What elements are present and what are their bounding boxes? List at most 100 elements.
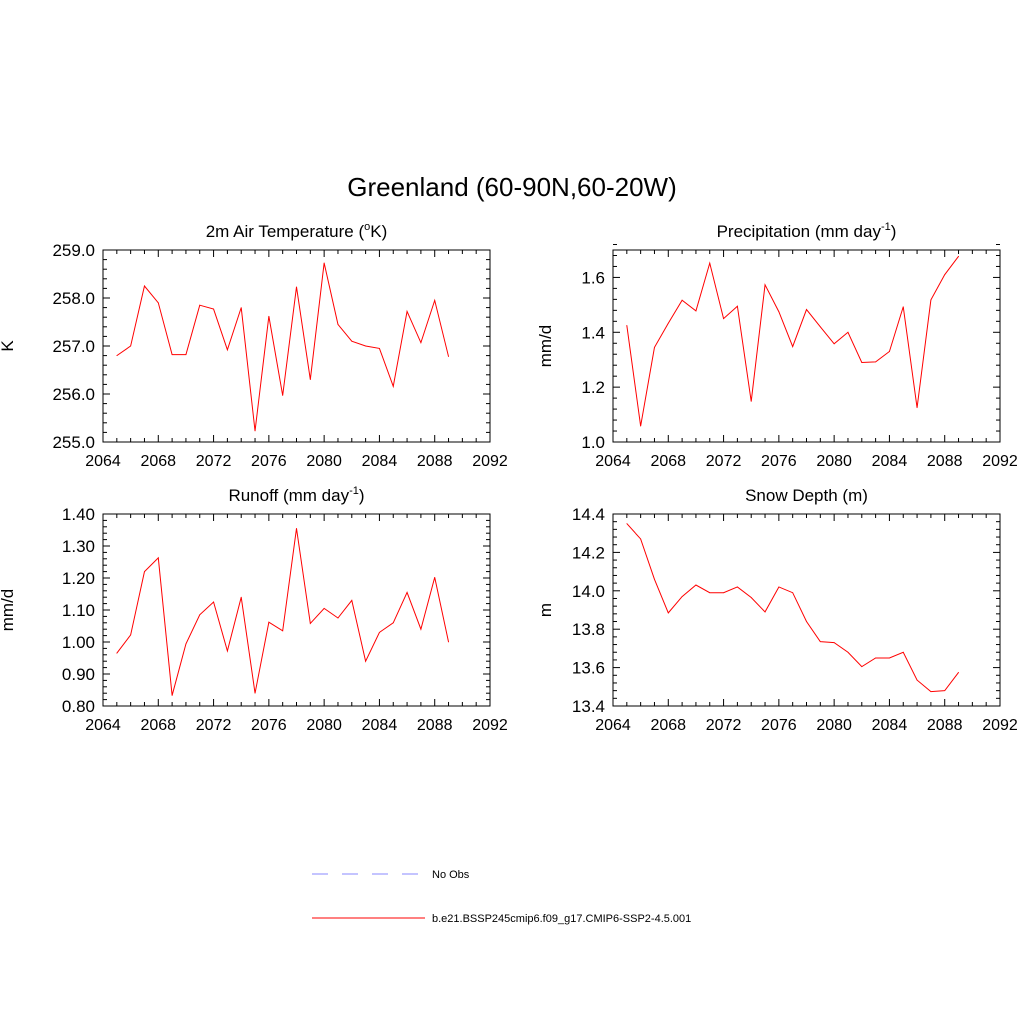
data-point xyxy=(365,345,367,347)
y-axis-label: mm/d xyxy=(536,325,555,368)
data-point xyxy=(916,679,918,681)
y-tick-label: 1.6 xyxy=(581,268,605,287)
series-line-1 xyxy=(626,256,959,427)
data-point xyxy=(695,584,697,586)
data-point xyxy=(406,592,408,593)
data-point xyxy=(185,354,187,356)
data-point xyxy=(434,300,436,301)
data-point xyxy=(213,308,214,310)
data-point xyxy=(695,310,697,312)
data-point xyxy=(351,340,353,342)
y-tick-label: 256.0 xyxy=(52,385,95,404)
x-tick-label: 2072 xyxy=(706,453,742,470)
x-tick-label: 2088 xyxy=(417,717,453,734)
data-point xyxy=(667,612,669,614)
data-point xyxy=(916,407,918,409)
data-point xyxy=(681,596,683,597)
panel-title-main: Runoff (mm day xyxy=(228,486,349,505)
x-tick-label: 2080 xyxy=(816,453,852,470)
data-point xyxy=(282,630,284,632)
data-point xyxy=(406,311,408,312)
data-point xyxy=(337,617,339,619)
data-point xyxy=(792,592,794,594)
legend-model-label: b.e21.BSSP245cmip6.f09_g17.CMIP6-SSP2-4.… xyxy=(432,913,691,925)
data-point xyxy=(268,315,270,317)
plot-frame xyxy=(102,249,491,443)
data-point xyxy=(213,601,214,603)
y-axis-label: m xyxy=(536,603,555,617)
y-tick-label: 255.0 xyxy=(52,433,95,452)
data-point xyxy=(667,322,669,324)
data-point xyxy=(268,621,270,623)
data-point xyxy=(116,652,118,654)
y-axis-label: K xyxy=(0,340,17,352)
data-point xyxy=(199,614,201,616)
chart-panel-2: 2064 2068 2072 2076 2080 2084 2088 2092 1.0 1.2 1.… xyxy=(536,221,1018,470)
x-tick-label: 2080 xyxy=(306,717,342,734)
data-point xyxy=(171,354,173,356)
x-tick-label: 2064 xyxy=(85,453,121,470)
data-point xyxy=(392,385,394,387)
data-point xyxy=(819,641,821,643)
data-point xyxy=(351,600,353,601)
data-point xyxy=(930,299,932,301)
data-point xyxy=(240,596,242,598)
data-point xyxy=(296,286,297,288)
data-point xyxy=(806,309,807,310)
data-point xyxy=(833,343,835,345)
y-tick-label: 257.0 xyxy=(52,337,95,356)
data-point xyxy=(199,304,201,306)
data-point xyxy=(296,528,297,529)
data-point xyxy=(764,284,766,286)
data-point xyxy=(654,346,655,348)
y-tick-label: 1.20 xyxy=(62,569,95,588)
data-point xyxy=(365,660,367,662)
data-point xyxy=(764,611,766,613)
y-tick-label: 1.00 xyxy=(62,633,95,652)
data-point xyxy=(379,632,380,633)
data-point xyxy=(750,597,752,598)
data-point xyxy=(171,695,173,696)
x-tick-label: 2084 xyxy=(362,717,398,734)
data-point xyxy=(806,621,807,622)
panel-title: Precipitation (mm day-1) xyxy=(717,221,897,241)
x-tick-label: 2092 xyxy=(982,717,1018,734)
data-point xyxy=(736,586,738,588)
y-tick-label: 259.0 xyxy=(52,241,95,260)
series-line-1 xyxy=(116,528,450,696)
x-tick-label: 2084 xyxy=(362,453,398,470)
data-point xyxy=(626,325,628,326)
panel-title-superscript: -1 xyxy=(349,485,359,497)
x-tick-label: 2076 xyxy=(761,453,797,470)
panel-title-main: Snow Depth (m) xyxy=(745,486,868,505)
data-point xyxy=(958,672,959,673)
x-tick-label: 2064 xyxy=(595,453,631,470)
data-point xyxy=(185,643,187,645)
panel-title: Runoff (mm day-1) xyxy=(228,485,364,505)
data-point xyxy=(750,401,752,402)
data-point xyxy=(157,302,159,304)
data-point xyxy=(130,634,132,636)
data-point xyxy=(902,651,904,653)
data-point xyxy=(144,571,145,572)
y-tick-label: 1.10 xyxy=(62,601,95,620)
data-point xyxy=(337,324,339,325)
x-tick-label: 2080 xyxy=(816,717,852,734)
data-point xyxy=(282,395,284,396)
data-point xyxy=(861,666,863,668)
x-tick-label: 2080 xyxy=(306,453,342,470)
legend: No Obs b.e21.BSSP245cmip6.f09_g17.CMIP6-… xyxy=(312,869,691,925)
panel-title-tail: K) xyxy=(370,222,387,241)
data-point xyxy=(420,342,422,344)
data-point xyxy=(116,355,118,356)
data-point xyxy=(723,318,724,319)
data-point xyxy=(254,430,256,432)
data-point xyxy=(448,356,449,357)
y-tick-label: 14.0 xyxy=(572,582,605,601)
x-tick-label: 2088 xyxy=(927,453,963,470)
main-title: Greenland (60-90N,60-20W) xyxy=(347,172,677,202)
data-point xyxy=(875,361,877,363)
data-point xyxy=(226,650,228,652)
data-point xyxy=(448,641,449,643)
data-point xyxy=(254,692,256,694)
